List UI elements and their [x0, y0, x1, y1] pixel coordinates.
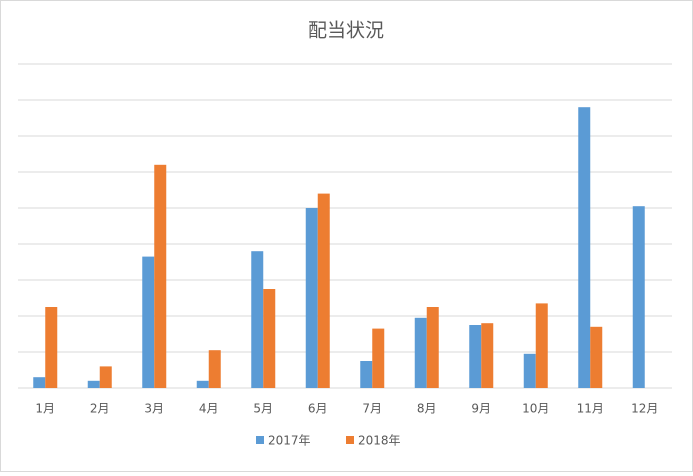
bar	[523, 353, 536, 388]
bar	[196, 380, 209, 388]
bar	[208, 350, 221, 388]
bar	[154, 164, 167, 388]
bar	[142, 256, 155, 388]
bar	[578, 107, 591, 388]
legend-swatch	[346, 436, 354, 444]
x-tick-label: 5月	[253, 402, 273, 416]
bar	[87, 380, 100, 388]
bar	[305, 208, 318, 388]
bar	[317, 193, 330, 388]
x-tick-label: 3月	[144, 402, 164, 416]
bar	[414, 317, 427, 388]
x-tick-label: 8月	[417, 402, 437, 416]
x-tick-label: 7月	[362, 402, 382, 416]
x-tick-label: 12月	[631, 402, 658, 416]
x-tick-label: 6月	[308, 402, 328, 416]
x-tick-label: 11月	[577, 402, 604, 416]
bar	[469, 325, 482, 388]
bar	[251, 251, 264, 388]
bar	[590, 326, 603, 388]
bar	[99, 366, 112, 388]
x-tick-label: 4月	[199, 402, 219, 416]
legend-label: 2017年	[268, 434, 311, 448]
bar	[33, 377, 46, 388]
x-tick-label: 2月	[90, 402, 110, 416]
bar	[372, 328, 385, 388]
legend-label: 2018年	[358, 434, 401, 448]
bar	[535, 303, 548, 388]
bar	[632, 206, 645, 388]
bar	[481, 323, 494, 388]
bar	[360, 361, 373, 388]
bar	[263, 289, 276, 388]
x-tick-label: 1月	[35, 402, 55, 416]
chart-title: 配当状況	[308, 20, 384, 42]
x-tick-label: 9月	[471, 402, 491, 416]
x-tick-label: 10月	[522, 402, 549, 416]
legend-swatch	[256, 436, 264, 444]
bar	[45, 307, 58, 388]
bar	[426, 307, 439, 388]
